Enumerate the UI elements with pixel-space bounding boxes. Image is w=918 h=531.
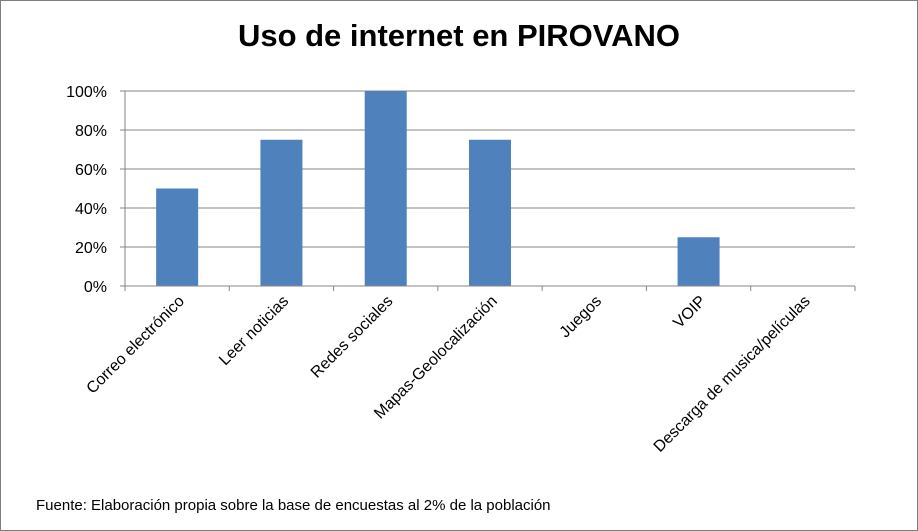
- y-axis-ticks: 0% 20% 40% 60% 80% 100%: [66, 84, 125, 296]
- x-category-label: Mapas-Geolocalización: [371, 293, 501, 423]
- x-category-label: Correo electrónico: [84, 293, 189, 398]
- chart-title: Uso de internet en PIROVANO: [237, 18, 681, 53]
- bars: [156, 91, 720, 286]
- y-tick-label: 40%: [75, 201, 107, 218]
- x-category-label: VOIP: [670, 293, 709, 332]
- bar: [677, 237, 720, 286]
- y-tick-label: 60%: [75, 162, 107, 179]
- y-tick-label: 80%: [75, 123, 107, 140]
- x-axis-labels: Correo electrónico Leer noticias Redes soc…: [84, 293, 814, 456]
- bar: [469, 139, 511, 286]
- x-category-label: Leer noticias: [216, 293, 292, 369]
- x-category-label: Redes sociales: [308, 293, 397, 382]
- bar: [364, 91, 407, 286]
- source-note: Fuente: Elaboración propia sobre la base…: [36, 497, 551, 514]
- y-tick-label: 100%: [66, 84, 107, 101]
- bar: [156, 188, 199, 286]
- y-tick-label: 0%: [84, 279, 107, 296]
- axes: [124, 91, 856, 291]
- x-category-label: Juegos: [557, 293, 606, 342]
- bar: [260, 139, 303, 286]
- y-tick-label: 20%: [75, 240, 107, 257]
